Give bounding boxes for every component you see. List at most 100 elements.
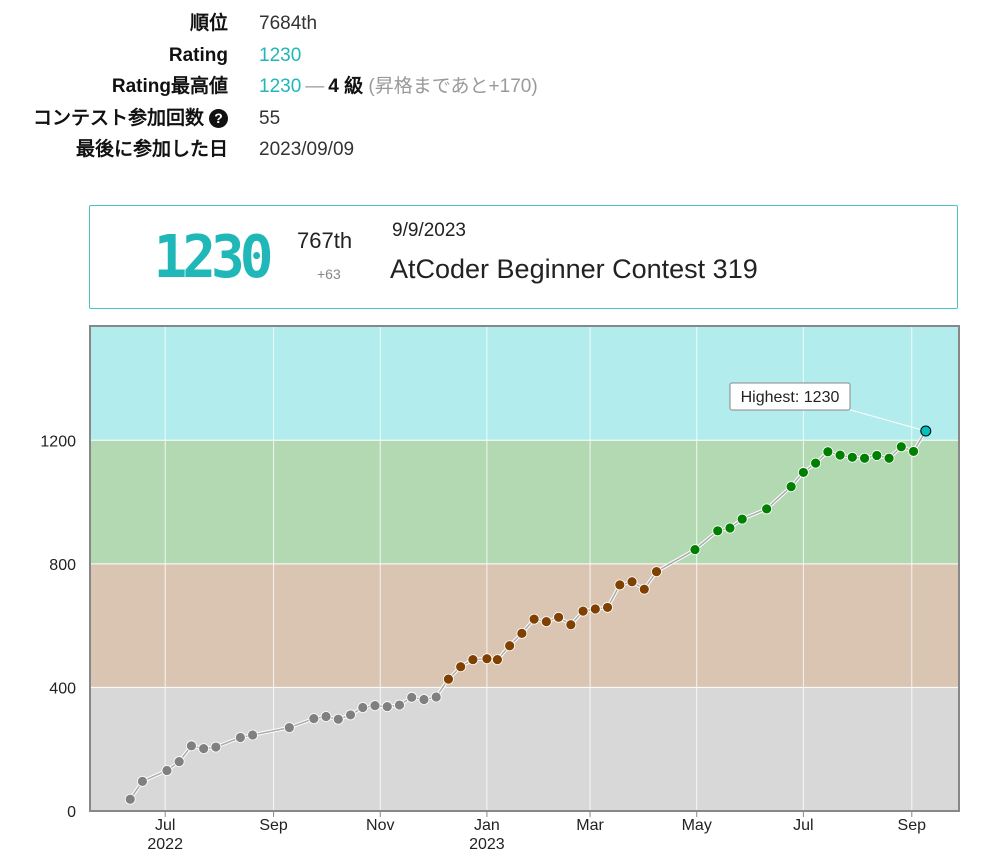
data-point-38 bbox=[651, 566, 662, 577]
data-point-9 bbox=[283, 722, 295, 733]
data-point-0 bbox=[124, 793, 136, 805]
stat-value-last-date: 2023/09/09 bbox=[259, 139, 355, 161]
card-date: 9/9/2023 bbox=[392, 220, 466, 241]
data-point-36 bbox=[626, 576, 638, 588]
stat-highest-rating: Rating最高値 1230—4 級 (昇格まであと+170) bbox=[0, 71, 986, 103]
data-point-48 bbox=[834, 449, 846, 461]
rating-band-0 bbox=[90, 687, 959, 811]
data-point-10 bbox=[308, 713, 320, 725]
help-icon[interactable]: ? bbox=[209, 108, 228, 128]
data-point-18 bbox=[406, 691, 418, 703]
data-point-50 bbox=[859, 452, 870, 464]
data-point-4 bbox=[186, 740, 197, 752]
stat-dash: — bbox=[305, 76, 325, 98]
stat-value-rank: 7684th bbox=[259, 13, 318, 34]
data-point-14 bbox=[357, 702, 369, 713]
card-rank: 767th bbox=[297, 228, 353, 253]
x-tick-label-1: Sep bbox=[259, 817, 288, 834]
data-point-17 bbox=[394, 699, 405, 711]
profile-stats: 順位 7684th Rating 1230 Rating最高値 1230—4 級… bbox=[0, 8, 986, 166]
y-tick-label-0: 0 bbox=[67, 804, 76, 821]
data-point-34 bbox=[602, 602, 613, 613]
data-point-11 bbox=[320, 711, 332, 722]
data-point-2 bbox=[161, 765, 173, 776]
stat-label-highest: Rating最高値 bbox=[111, 76, 228, 98]
data-point-12 bbox=[332, 713, 344, 725]
highest-connector bbox=[846, 408, 926, 432]
data-point-40 bbox=[712, 525, 724, 537]
stat-grade: 4 級 bbox=[328, 76, 364, 98]
highest-tooltip-box bbox=[729, 382, 851, 411]
data-point-28 bbox=[528, 613, 540, 625]
x-tick-label-5: May bbox=[682, 817, 712, 834]
data-point-31 bbox=[565, 619, 577, 631]
data-point-30 bbox=[553, 611, 564, 623]
data-point-43 bbox=[761, 503, 773, 515]
data-point-55 bbox=[920, 425, 932, 437]
y-tick-label-800: 800 bbox=[49, 557, 76, 574]
stat-contest-count: コンテスト参加回数? 55 bbox=[0, 103, 986, 135]
data-point-16 bbox=[381, 701, 393, 712]
stat-last-date: 最後に参加した日 2023/09/09 bbox=[0, 134, 986, 166]
data-point-8 bbox=[247, 729, 259, 741]
x-tick-label-4: Mar bbox=[576, 817, 604, 834]
stat-rank: 順位 7684th bbox=[0, 8, 986, 40]
data-point-7 bbox=[234, 732, 246, 743]
data-point-27 bbox=[516, 627, 528, 639]
data-point-29 bbox=[540, 616, 552, 628]
data-point-51 bbox=[871, 450, 883, 461]
data-point-15 bbox=[369, 700, 381, 712]
data-point-52 bbox=[883, 452, 895, 464]
stat-value-highest: 1230 bbox=[259, 76, 302, 98]
data-point-1 bbox=[137, 775, 148, 787]
x-year-label-3: 2023 bbox=[469, 836, 505, 853]
highest-tooltip: Highest: 1230 bbox=[729, 382, 851, 411]
y-tick-label-400: 400 bbox=[49, 680, 76, 697]
data-point-24 bbox=[481, 653, 493, 665]
data-point-32 bbox=[577, 605, 589, 617]
x-tick-label-2: Nov bbox=[366, 817, 394, 834]
stat-promotion-note: (昇格まであと+170) bbox=[368, 76, 538, 98]
x-tick-label-6: Jul bbox=[793, 817, 813, 834]
x-tick-label-3: Jan bbox=[474, 817, 500, 834]
rating-band-1 bbox=[90, 563, 959, 688]
data-point-22 bbox=[455, 661, 467, 673]
stat-value-rating: 1230 bbox=[259, 44, 302, 66]
x-tick-label-7: Sep bbox=[898, 817, 927, 834]
card-rating-diff: +63 bbox=[317, 266, 341, 282]
data-point-25 bbox=[491, 654, 503, 666]
data-point-3 bbox=[173, 756, 185, 767]
card-rating: 1230 bbox=[153, 223, 274, 292]
data-point-23 bbox=[467, 654, 479, 666]
x-year-label-0: 2022 bbox=[147, 836, 183, 853]
stat-label-rank: 順位 bbox=[189, 13, 228, 34]
data-point-6 bbox=[210, 741, 222, 753]
data-point-49 bbox=[846, 451, 858, 463]
highest-tooltip-text: Highest: 1230 bbox=[741, 389, 840, 406]
data-point-41 bbox=[724, 522, 736, 534]
data-point-26 bbox=[504, 640, 516, 652]
contest-detail-card: 1230 767th +63 9/9/2023 AtCoder Beginner… bbox=[89, 205, 958, 309]
rating-band-2 bbox=[90, 440, 959, 564]
data-point-47 bbox=[822, 446, 834, 458]
data-point-39 bbox=[689, 544, 701, 556]
stat-rating: Rating 1230 bbox=[0, 40, 986, 72]
data-point-20 bbox=[430, 691, 442, 703]
data-point-44 bbox=[785, 481, 797, 493]
stat-value-highest-group: 1230—4 級 (昇格まであと+170) bbox=[259, 71, 538, 103]
data-point-19 bbox=[418, 694, 430, 705]
plot-frame bbox=[89, 325, 960, 812]
stat-label-rating: Rating bbox=[168, 44, 228, 66]
card-contest-name[interactable]: AtCoder Beginner Contest 319 bbox=[390, 254, 758, 284]
data-point-21 bbox=[443, 673, 454, 685]
y-tick-label-1200: 1200 bbox=[40, 433, 76, 450]
data-point-53 bbox=[895, 441, 907, 453]
data-point-54 bbox=[908, 446, 919, 457]
data-point-45 bbox=[797, 467, 809, 478]
stat-label-contest-count: コンテスト参加回数 bbox=[32, 107, 204, 129]
data-point-13 bbox=[345, 709, 356, 721]
data-point-35 bbox=[614, 579, 626, 591]
data-point-46 bbox=[810, 457, 822, 469]
data-point-33 bbox=[589, 603, 601, 615]
